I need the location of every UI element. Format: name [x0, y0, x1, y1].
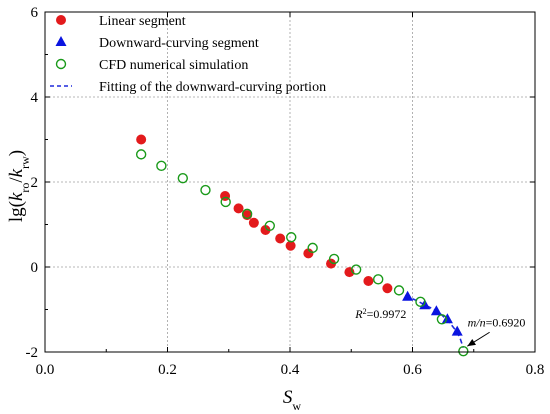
data-point — [286, 232, 297, 243]
legend-marker — [55, 36, 67, 46]
data-point — [382, 283, 393, 294]
data-point — [328, 253, 340, 265]
y-tick-label: 0 — [31, 260, 39, 276]
data-point — [307, 242, 318, 254]
series-0 — [136, 134, 393, 294]
data-point — [451, 325, 463, 336]
x-tick-label: 0.6 — [403, 362, 422, 378]
data-point — [373, 274, 384, 285]
mn-ratio-annotation: m/n=0.6920 — [468, 315, 526, 329]
x-tick-label: 0.0 — [36, 362, 55, 378]
x-tick-label: 0.4 — [281, 362, 300, 378]
data-points — [135, 134, 469, 357]
data-point — [200, 184, 211, 196]
data-point — [136, 134, 147, 145]
data-point — [326, 258, 337, 269]
data-point — [402, 290, 414, 301]
y-tick-label: 4 — [31, 90, 39, 106]
x-tick-label: 0.2 — [158, 362, 177, 378]
data-point — [177, 172, 189, 184]
data-point — [248, 217, 259, 228]
data-point — [436, 314, 448, 325]
annotation-arrow — [467, 331, 490, 347]
y-tick-label: 6 — [31, 5, 39, 21]
legend-label: Linear segment — [99, 14, 186, 29]
r-squared-annotation: R2=0.9972 — [354, 306, 406, 321]
fit-layer — [404, 294, 465, 349]
data-point — [430, 305, 442, 316]
data-point — [458, 345, 469, 357]
legend-marker — [55, 58, 67, 70]
series-2 — [135, 149, 469, 357]
data-point — [415, 296, 426, 308]
y-tick-label: -2 — [26, 345, 39, 361]
y-axis-label: lg(kro/krw) — [6, 150, 32, 222]
data-point — [220, 196, 231, 208]
data-point — [441, 313, 453, 324]
data-point — [393, 285, 405, 296]
x-tick-label: 0.8 — [526, 362, 545, 378]
legend-label: Fitting of the downward-curving portion — [99, 80, 326, 95]
data-point — [233, 203, 244, 214]
data-point — [264, 220, 275, 231]
y-tick-label: 2 — [31, 175, 39, 191]
data-point — [275, 233, 286, 244]
data-point — [135, 149, 147, 160]
data-point — [303, 248, 314, 259]
data-point — [260, 225, 271, 236]
data-point — [285, 240, 296, 251]
data-point — [363, 276, 374, 287]
axis-ticks — [44, 11, 536, 353]
fit-line — [404, 294, 465, 349]
arrow-head — [467, 338, 476, 347]
legend: Linear segment Downward-curving segment CF… — [50, 14, 326, 95]
data-point — [350, 264, 362, 275]
legend-label: Downward-curving segment — [99, 36, 259, 51]
tick-labels: 0.0 0.2 0.4 0.6 0.8 -2 0 2 4 6 — [26, 5, 545, 378]
gridlines — [45, 12, 535, 352]
x-axis-label: Sw — [283, 387, 302, 413]
data-point — [241, 208, 253, 220]
data-point — [156, 160, 167, 172]
legend-label: CFD numerical simulation — [99, 58, 248, 73]
legend-marker — [56, 15, 66, 25]
